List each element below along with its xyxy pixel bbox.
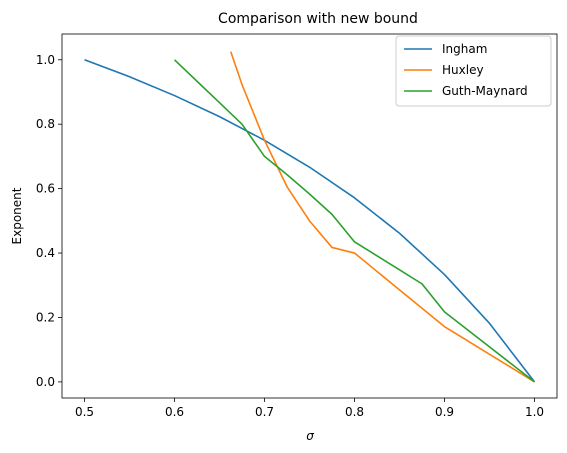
y-tick-label: 0.6 (36, 182, 55, 196)
series-line-huxley (229, 51, 535, 383)
series-line-ingham (84, 59, 536, 383)
x-tick-label: 0.7 (255, 405, 274, 419)
x-tick-label: 0.6 (165, 405, 184, 419)
y-tick-label: 0.0 (36, 375, 55, 389)
y-tick-label: 0.4 (36, 246, 55, 260)
y-tick-label: 0.2 (36, 310, 55, 324)
y-tick-label: 1.0 (36, 53, 55, 67)
plot-lines (84, 51, 536, 383)
legend-label-huxley: Huxley (442, 63, 484, 77)
x-tick-label: 1.0 (525, 405, 544, 419)
legend-label-ingham: Ingham (442, 42, 487, 56)
y-tick-label: 0.8 (36, 117, 55, 131)
x-axis-label: σ (306, 429, 314, 443)
plot-frame (61, 33, 558, 399)
x-axis-ticks: 0.5 0.6 0.7 0.8 0.9 1.0 (75, 398, 544, 419)
x-tick-label: 0.8 (345, 405, 364, 419)
x-tick-label: 0.5 (75, 405, 94, 419)
series-line-guth-maynard (173, 59, 535, 383)
legend: Ingham Huxley Guth-Maynard (395, 35, 552, 107)
y-axis-ticks: 0.0 0.2 0.4 0.6 0.8 1.0 (36, 53, 62, 389)
x-tick-label: 0.9 (435, 405, 454, 419)
y-axis-label: Exponent (10, 187, 24, 244)
legend-frame (395, 35, 552, 107)
legend-label-guth-maynard: Guth-Maynard (442, 84, 528, 98)
chart-title: Comparison with new bound (218, 11, 418, 27)
